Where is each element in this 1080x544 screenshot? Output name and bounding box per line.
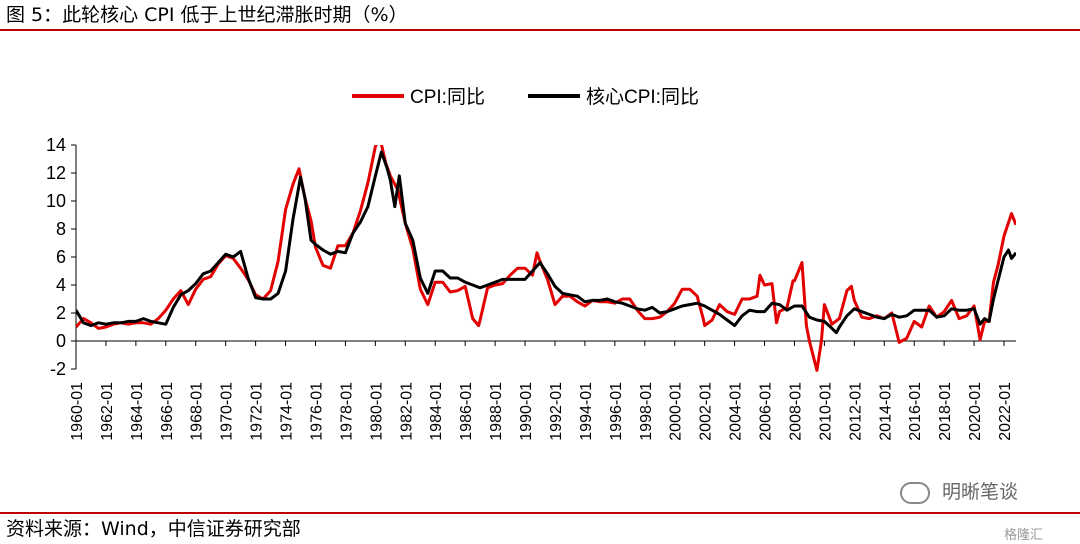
y-tick-label: 0 — [56, 331, 66, 351]
x-tick-label: 2010-01 — [817, 382, 834, 441]
series-line-core-cpi — [76, 150, 1016, 335]
y-tick-label: 10 — [46, 191, 66, 211]
y-tick-label: 6 — [56, 247, 66, 267]
cpi-line-chart: CPI:同比 核心CPI:同比 -2 0 2 4 6 8 10 12 14 1960-01 1962-… — [46, 86, 1016, 441]
x-tick-label: 2008-01 — [787, 382, 804, 441]
x-tick-label: 1984-01 — [428, 382, 445, 441]
figure-title: 图 5：此轮核心 CPI 低于上世纪滞胀时期（%） — [6, 4, 408, 26]
x-tick-label: 2020-01 — [967, 382, 984, 441]
x-tick-label: 2018-01 — [937, 382, 954, 441]
corner-watermark: 格隆汇 — [1004, 528, 1044, 543]
x-tick-label: 1968-01 — [189, 382, 206, 441]
x-tick-label: 1990-01 — [518, 382, 535, 441]
y-tick-label: 4 — [56, 275, 66, 295]
x-tick-label: 1960-01 — [69, 382, 86, 441]
x-tick-label: 1974-01 — [279, 382, 296, 441]
x-tick-label: 2012-01 — [847, 382, 864, 441]
x-tick-label: 1980-01 — [368, 382, 385, 441]
x-tick-label: 1976-01 — [308, 382, 325, 441]
x-tick-label: 1988-01 — [488, 382, 505, 441]
x-tick-label: 1970-01 — [219, 382, 236, 441]
x-tick-label: 1994-01 — [578, 382, 595, 441]
series-layer — [76, 145, 1016, 372]
title-rule — [0, 29, 1080, 31]
y-tick-label: 14 — [46, 135, 66, 155]
axes: -2 0 2 4 6 8 10 12 14 1960-01 1962-01 1964-01 1966-0… — [46, 135, 1016, 441]
x-tick-label: 2004-01 — [728, 382, 745, 441]
x-tick-label: 1992-01 — [548, 382, 565, 441]
legend: CPI:同比 核心CPI:同比 — [352, 86, 699, 108]
y-tick-label: 2 — [56, 303, 66, 323]
x-tick-label: 1986-01 — [458, 382, 475, 441]
x-tick-label: 1962-01 — [99, 382, 116, 441]
series-line-cpi — [76, 145, 1016, 372]
y-tick-label: -2 — [50, 359, 66, 379]
x-tick-label: 1978-01 — [338, 382, 355, 441]
x-tick-label: 1982-01 — [398, 382, 415, 441]
x-tick-label: 2014-01 — [877, 382, 894, 441]
x-tick-label: 2002-01 — [698, 382, 715, 441]
x-tick-label: 2000-01 — [668, 382, 685, 441]
legend-label: CPI:同比 — [410, 86, 485, 108]
wechat-icon — [900, 481, 930, 504]
watermark-text: 明晰笔谈 — [942, 481, 1019, 503]
y-tick-label: 8 — [56, 219, 66, 239]
x-tick-label: 2006-01 — [758, 382, 775, 441]
source-note: 资料来源：Wind，中信证券研究部 — [6, 518, 301, 540]
x-tick-label: 2016-01 — [907, 382, 924, 441]
footer-rule — [0, 512, 1080, 514]
watermark: 明晰笔谈 — [900, 477, 1018, 504]
x-tick-label: 1998-01 — [638, 382, 655, 441]
x-tick-label: 1996-01 — [608, 382, 625, 441]
y-tick-label: 12 — [46, 163, 66, 183]
legend-label: 核心CPI:同比 — [586, 86, 699, 108]
x-tick-label: 1972-01 — [249, 382, 266, 441]
x-tick-label: 1964-01 — [129, 382, 146, 441]
x-tick-label: 1966-01 — [159, 382, 176, 441]
x-tick-label: 2022-01 — [997, 382, 1014, 441]
